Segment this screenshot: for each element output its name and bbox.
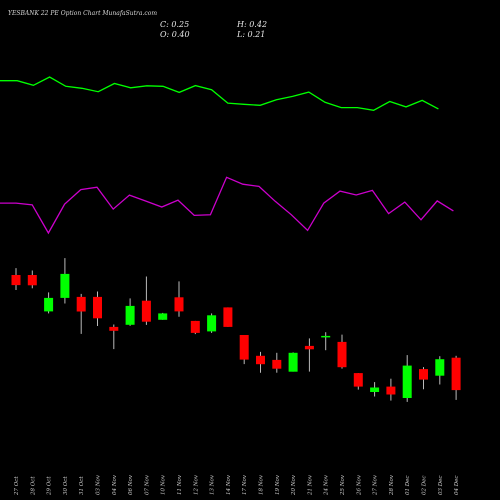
candle: [125, 298, 135, 326]
candle: [60, 258, 70, 304]
date-label: 03 Nov: [96, 474, 102, 495]
close-value: C: 0.25: [160, 20, 189, 29]
candle-body: [60, 273, 70, 298]
candle: [435, 356, 445, 385]
date-label: 07 Nov: [144, 474, 150, 495]
candle: [223, 307, 233, 327]
candle: [93, 291, 102, 326]
date-label: 28 Nov: [389, 474, 395, 496]
date-label: 12 Nov: [193, 474, 199, 495]
candle: [44, 292, 54, 314]
date-label: 03 Dec: [438, 476, 444, 496]
candles: [11, 258, 461, 402]
low-value: L: 0.21: [236, 30, 265, 39]
candle-body: [141, 300, 151, 322]
candle-body: [304, 345, 314, 350]
date-label: 27 Nov: [373, 474, 379, 496]
date-label: 11 Nov: [177, 474, 183, 495]
candle: [27, 270, 37, 289]
candle: [109, 324, 119, 350]
candle-body: [288, 352, 298, 372]
indicator-lines: [0, 76, 454, 235]
x-axis-date-labels: 27 Oct 28 Oct 29 Oct 30 Oct 31 Oct 03 Nov 04 N…: [14, 474, 460, 496]
date-label: 06 Nov: [128, 474, 134, 495]
green-indicator-line: [0, 76, 439, 111]
date-label: 25 Nov: [340, 474, 346, 496]
candle: [76, 293, 86, 334]
open-value: O: 0.40: [160, 30, 190, 39]
candle-body: [386, 386, 396, 395]
date-label: 19 Nov: [275, 474, 281, 495]
candle: [239, 335, 249, 365]
candle-body: [256, 355, 265, 365]
candle: [370, 382, 380, 397]
candle-body: [419, 369, 428, 380]
candle-body: [27, 275, 37, 286]
candle-body: [158, 313, 168, 320]
candle-body: [321, 335, 331, 338]
date-label: 28 Oct: [30, 476, 36, 496]
candle-body: [125, 305, 135, 325]
candle: [419, 367, 428, 390]
candle-body: [174, 297, 184, 312]
candle-body: [44, 297, 54, 312]
date-label: 02 Dec: [422, 476, 428, 496]
high-value: H: 0.42: [236, 20, 267, 29]
candle-body: [109, 326, 119, 331]
date-label: 26 Nov: [356, 474, 362, 496]
candle-body: [207, 315, 217, 332]
date-label: 27 Oct: [14, 476, 20, 496]
date-label: 10 Nov: [161, 474, 167, 495]
candle: [337, 334, 347, 369]
candle: [207, 313, 217, 333]
candle: [402, 355, 412, 402]
candle-body: [272, 359, 282, 369]
date-label: 17 Nov: [242, 474, 248, 495]
candle: [174, 281, 184, 317]
candle-body: [402, 365, 412, 398]
candle-body: [223, 307, 233, 327]
date-label: 24 Nov: [324, 474, 330, 496]
date-label: 20 Nov: [291, 474, 297, 496]
date-label: 14 Nov: [226, 474, 232, 495]
date-label: 04 Nov: [112, 474, 118, 495]
candle-body: [93, 296, 102, 319]
candle-body: [337, 341, 347, 368]
candle-body: [190, 320, 200, 333]
date-label: 04 Dec: [454, 476, 460, 496]
date-label: 01 Dec: [405, 476, 411, 496]
candle: [141, 276, 151, 325]
candle: [256, 351, 265, 373]
candle: [288, 352, 298, 372]
date-label: 29 Oct: [47, 476, 53, 496]
date-label: 21 Nov: [307, 474, 313, 496]
candle: [386, 378, 396, 401]
chart-title: YESBANK 22 PE Option Chart MunafaSutra.c…: [8, 10, 157, 17]
candle-body: [76, 296, 86, 312]
magenta-indicator-line: [0, 176, 454, 235]
candle: [190, 320, 200, 335]
date-label: 18 Nov: [259, 474, 265, 495]
candle-body: [239, 335, 249, 360]
candle: [451, 355, 461, 400]
candle: [304, 338, 314, 372]
date-label: 13 Nov: [210, 474, 216, 495]
date-label: 30 Oct: [63, 476, 69, 495]
candle-body: [370, 387, 380, 392]
date-label: 31 Oct: [79, 476, 85, 495]
candle-body: [451, 357, 461, 391]
candle-body: [11, 275, 21, 286]
candle: [11, 268, 21, 290]
candle: [353, 373, 363, 390]
candle: [272, 352, 282, 373]
candle: [158, 312, 168, 320]
candle-body: [435, 359, 445, 376]
candle: [321, 332, 331, 351]
candle-body: [353, 373, 363, 387]
